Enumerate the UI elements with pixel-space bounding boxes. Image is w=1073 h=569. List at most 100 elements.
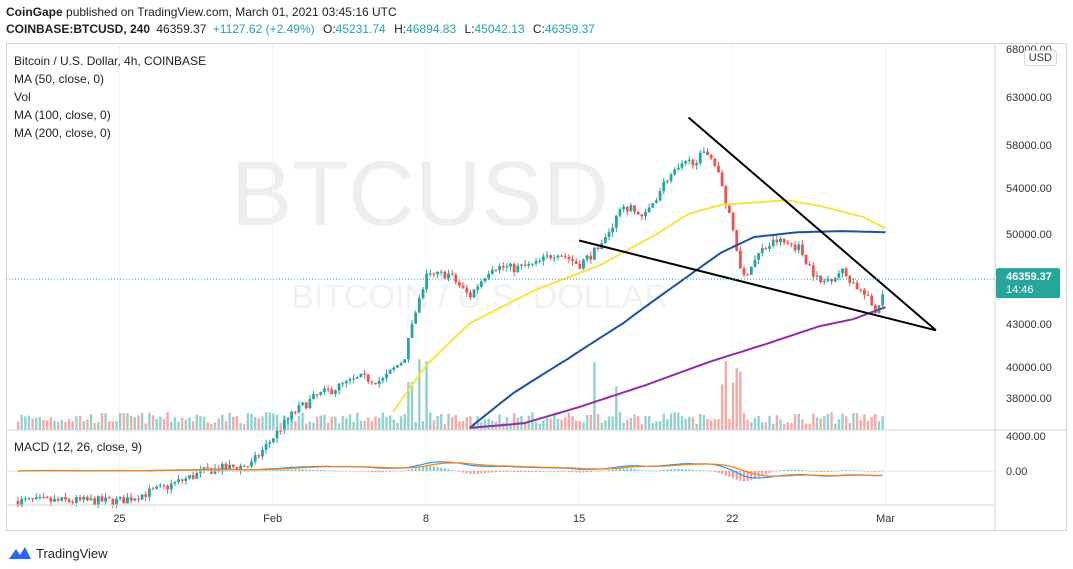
legend-ma100[interactable]: MA (100, close, 0) [14,108,111,122]
macd-histogram-bar [546,471,549,472]
volume-bar [589,414,592,430]
macd-histogram-bar [494,471,497,473]
candle-body [501,265,505,268]
volume-bar [195,414,198,430]
candle-body [800,244,804,255]
price-axis[interactable]: 68000.00 63000.00 58000.00 54000.00 5000… [1006,44,1052,478]
trendlines [578,116,937,332]
candle-body [815,275,819,277]
macd-histogram-bar [338,470,341,472]
volume-bar [268,412,271,430]
volume-bar [874,413,877,430]
macd-histogram-bar [651,470,654,472]
candle-body [541,256,545,261]
volume-bar [742,412,746,430]
candle-body [545,255,549,257]
volume-bar [512,413,516,430]
candle-body [403,359,407,363]
candle-body [323,388,326,392]
low-label: L: [464,22,475,36]
macd-histogram-bar [837,470,840,472]
candle-body [870,295,874,306]
volume-bar [49,417,53,430]
macd-histogram-bar [852,470,855,471]
candle-body [74,497,78,503]
candle-body [534,261,538,264]
macd-histogram-bar [345,471,348,472]
volume-bar [82,420,85,430]
time-axis-label: Feb [263,513,282,525]
trendline [578,239,937,332]
volume-bar [877,421,881,430]
legend-ma200[interactable]: MA (200, close, 0) [14,126,111,140]
candlesticks [16,147,885,509]
candle-body [651,203,655,208]
volume-bar [308,421,312,430]
time-axis[interactable]: 25 Feb 8 15 22 Mar [113,513,895,525]
volume-bar [199,415,202,430]
volume-bar [118,413,122,430]
candle-body [676,167,680,170]
candle-body [432,273,436,275]
candle-body [246,466,250,468]
volume-bar [651,422,655,430]
volume-bar [465,417,468,430]
candle-body [563,255,567,257]
volume-bar [257,418,261,430]
volume-bar [16,421,20,430]
macd-histogram-bar [571,471,574,473]
macd-histogram-bar [531,471,534,473]
macd-histogram-bar [443,468,446,471]
volume-bar [604,420,607,430]
legend-vol[interactable]: Vol [14,90,31,104]
macd-histogram-bar [363,471,366,472]
publisher-name[interactable]: CoinGape [6,5,63,19]
macd-histogram-bar [845,470,848,471]
candle-body [421,289,425,299]
candle-body [684,161,688,164]
indicator-legend: Bitcoin / U.S. Dollar, 4h, COINBASE MA (… [14,52,206,142]
footer-brand[interactable]: TradingView [8,545,108,561]
legend-title[interactable]: Bitcoin / U.S. Dollar, 4h, COINBASE [14,54,207,68]
macd-histogram-bar [801,469,804,471]
macd-histogram-bar [374,471,377,473]
candle-body [49,497,53,502]
macd-histogram-bar [786,469,789,471]
candle-body [188,475,191,479]
volume-bar [323,414,326,430]
candle-body [89,498,93,501]
candle-body [42,497,45,499]
volume-bar [830,412,833,430]
candle-body [461,285,465,288]
macd-histogram-bar [421,466,424,471]
candle-body [742,268,746,275]
volume-bar [100,412,104,430]
volume-bar [757,415,760,430]
macd-histogram-bar [670,469,673,471]
chart-frame [6,43,1067,531]
macd-histogram-bar [352,471,355,472]
macd-histogram-bar [826,471,829,472]
macd-legend[interactable]: MACD (12, 26, close, 9) [14,440,143,454]
candle-body [140,494,144,500]
last-price-tag: 46359.37 14:46 [996,268,1060,299]
candle-body [509,263,512,267]
candle-body [709,154,713,159]
macd-histogram-bar [516,471,519,473]
candle-body [647,207,651,213]
volume-bar [297,415,301,430]
candle-body [396,365,399,368]
candle-body [38,497,42,499]
candle-body [819,275,823,283]
candle-body [169,483,173,490]
volume-bar [78,415,82,430]
volume-bar [239,423,242,430]
candle-body [447,273,450,279]
candle-body [257,455,261,457]
macd-histogram-bar [290,469,293,471]
currency-badge[interactable]: USD [1023,50,1057,66]
legend-ma50[interactable]: MA (50, close, 0) [14,72,105,86]
volume-bar [461,420,465,430]
volume-bar [35,417,38,430]
